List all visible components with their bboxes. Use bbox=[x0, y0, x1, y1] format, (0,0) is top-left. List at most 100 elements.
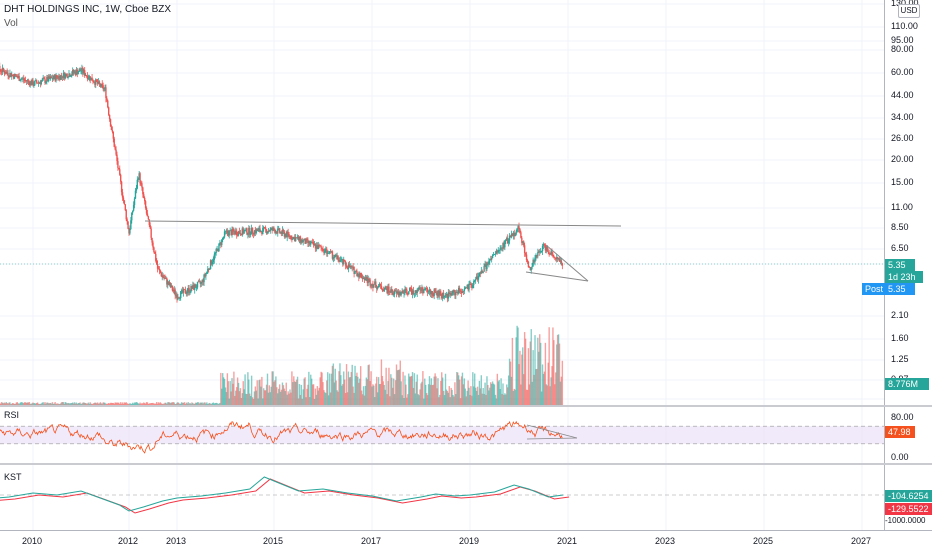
candle-body bbox=[551, 251, 552, 254]
candle-body bbox=[444, 296, 445, 297]
candle-body bbox=[114, 139, 115, 147]
kst-axis-label: -1000.0000 bbox=[885, 516, 925, 525]
price-axis[interactable]: 130.00110.0095.0080.0060.0044.0034.0026.… bbox=[884, 0, 932, 405]
candle-body bbox=[224, 231, 225, 236]
candle-body bbox=[346, 265, 347, 267]
candle-body bbox=[303, 240, 304, 242]
currency-button[interactable]: USD bbox=[898, 4, 920, 18]
candle-body bbox=[223, 237, 224, 238]
rsi-tag: 47.98 bbox=[885, 426, 915, 438]
candle-body bbox=[120, 175, 121, 182]
price-chart[interactable] bbox=[0, 0, 884, 405]
candle-body bbox=[138, 179, 139, 180]
volume-legend: Vol bbox=[4, 18, 18, 29]
price-pane[interactable] bbox=[0, 0, 884, 405]
candle-body bbox=[222, 238, 223, 239]
candle-body bbox=[414, 293, 415, 294]
candle-body bbox=[115, 150, 116, 155]
candle-body bbox=[84, 70, 85, 76]
candle-body bbox=[354, 272, 355, 275]
candle-body bbox=[180, 291, 181, 298]
candle-body bbox=[142, 187, 143, 194]
candle-body bbox=[378, 286, 379, 287]
candle-body bbox=[423, 290, 424, 293]
candle-body bbox=[41, 81, 42, 84]
candle-body bbox=[117, 161, 118, 168]
candle-body bbox=[531, 266, 532, 267]
candle-body bbox=[127, 222, 128, 229]
candle-body bbox=[310, 243, 311, 245]
candle-body bbox=[277, 229, 278, 234]
candle-body bbox=[126, 210, 127, 219]
candle-body bbox=[119, 169, 120, 175]
candle-body bbox=[428, 291, 429, 292]
candle-body bbox=[147, 214, 148, 217]
candle-body bbox=[548, 252, 549, 254]
rsi-chart[interactable] bbox=[0, 407, 884, 463]
candle-body bbox=[137, 180, 138, 189]
candle-body bbox=[56, 75, 57, 77]
candle-body bbox=[139, 173, 140, 183]
kst-pane[interactable] bbox=[0, 465, 884, 530]
price-axis-label: 80.00 bbox=[891, 44, 914, 54]
price-axis-label: 20.00 bbox=[891, 154, 914, 164]
candle-body bbox=[290, 236, 291, 239]
candle-body bbox=[156, 261, 157, 264]
candle-body bbox=[381, 286, 382, 289]
candle-body bbox=[116, 155, 117, 161]
candle-body bbox=[505, 240, 506, 241]
price-axis-label: 6.50 bbox=[891, 243, 909, 253]
kst-line bbox=[0, 477, 563, 511]
candle-body bbox=[492, 255, 493, 258]
price-axis-label: 2.10 bbox=[891, 310, 909, 320]
candle-body bbox=[380, 284, 381, 286]
candle-body bbox=[152, 243, 153, 248]
time-axis-label: 2025 bbox=[753, 536, 773, 546]
time-axis-label: 2013 bbox=[166, 536, 186, 546]
candle-body bbox=[440, 291, 441, 294]
candle-body bbox=[112, 130, 113, 132]
candle-body bbox=[53, 78, 54, 79]
candle-body bbox=[71, 74, 72, 76]
candle-body bbox=[88, 78, 89, 79]
rsi-pane[interactable] bbox=[0, 407, 884, 463]
candle-body bbox=[3, 68, 4, 71]
candle-body bbox=[562, 263, 563, 265]
candle-body bbox=[132, 211, 133, 213]
post-price-tag: 5.35 bbox=[885, 283, 915, 295]
candle-body bbox=[273, 228, 274, 230]
candle-body bbox=[214, 255, 215, 260]
candle-body bbox=[51, 77, 52, 78]
kst-chart[interactable] bbox=[0, 465, 884, 530]
candle-body bbox=[174, 290, 175, 296]
candle-body bbox=[468, 284, 469, 289]
candle-body bbox=[7, 73, 8, 76]
candle-body bbox=[129, 229, 130, 233]
candle-body bbox=[360, 273, 361, 274]
candle-body bbox=[33, 85, 34, 86]
candle-body bbox=[527, 260, 528, 262]
candle-body bbox=[552, 255, 553, 257]
candle-body bbox=[124, 201, 125, 205]
time-axis-label: 2023 bbox=[655, 536, 675, 546]
candle-body bbox=[148, 216, 149, 219]
candle-body bbox=[526, 255, 527, 261]
candle-body bbox=[244, 230, 245, 231]
candle-body bbox=[488, 261, 489, 263]
candle-body bbox=[345, 262, 346, 266]
candle-body bbox=[111, 126, 112, 130]
candle-body bbox=[157, 264, 158, 269]
candle-body bbox=[109, 115, 110, 119]
candle-body bbox=[270, 229, 271, 231]
candle-body bbox=[130, 220, 131, 229]
candle-body bbox=[218, 244, 219, 252]
candle-body bbox=[339, 260, 340, 261]
candle-body bbox=[108, 107, 109, 115]
candle-body bbox=[4, 71, 5, 74]
candle-body bbox=[141, 183, 142, 187]
candle-body bbox=[382, 289, 383, 290]
candle-body bbox=[328, 253, 329, 254]
candle-body bbox=[453, 290, 454, 292]
candle-body bbox=[28, 80, 29, 81]
